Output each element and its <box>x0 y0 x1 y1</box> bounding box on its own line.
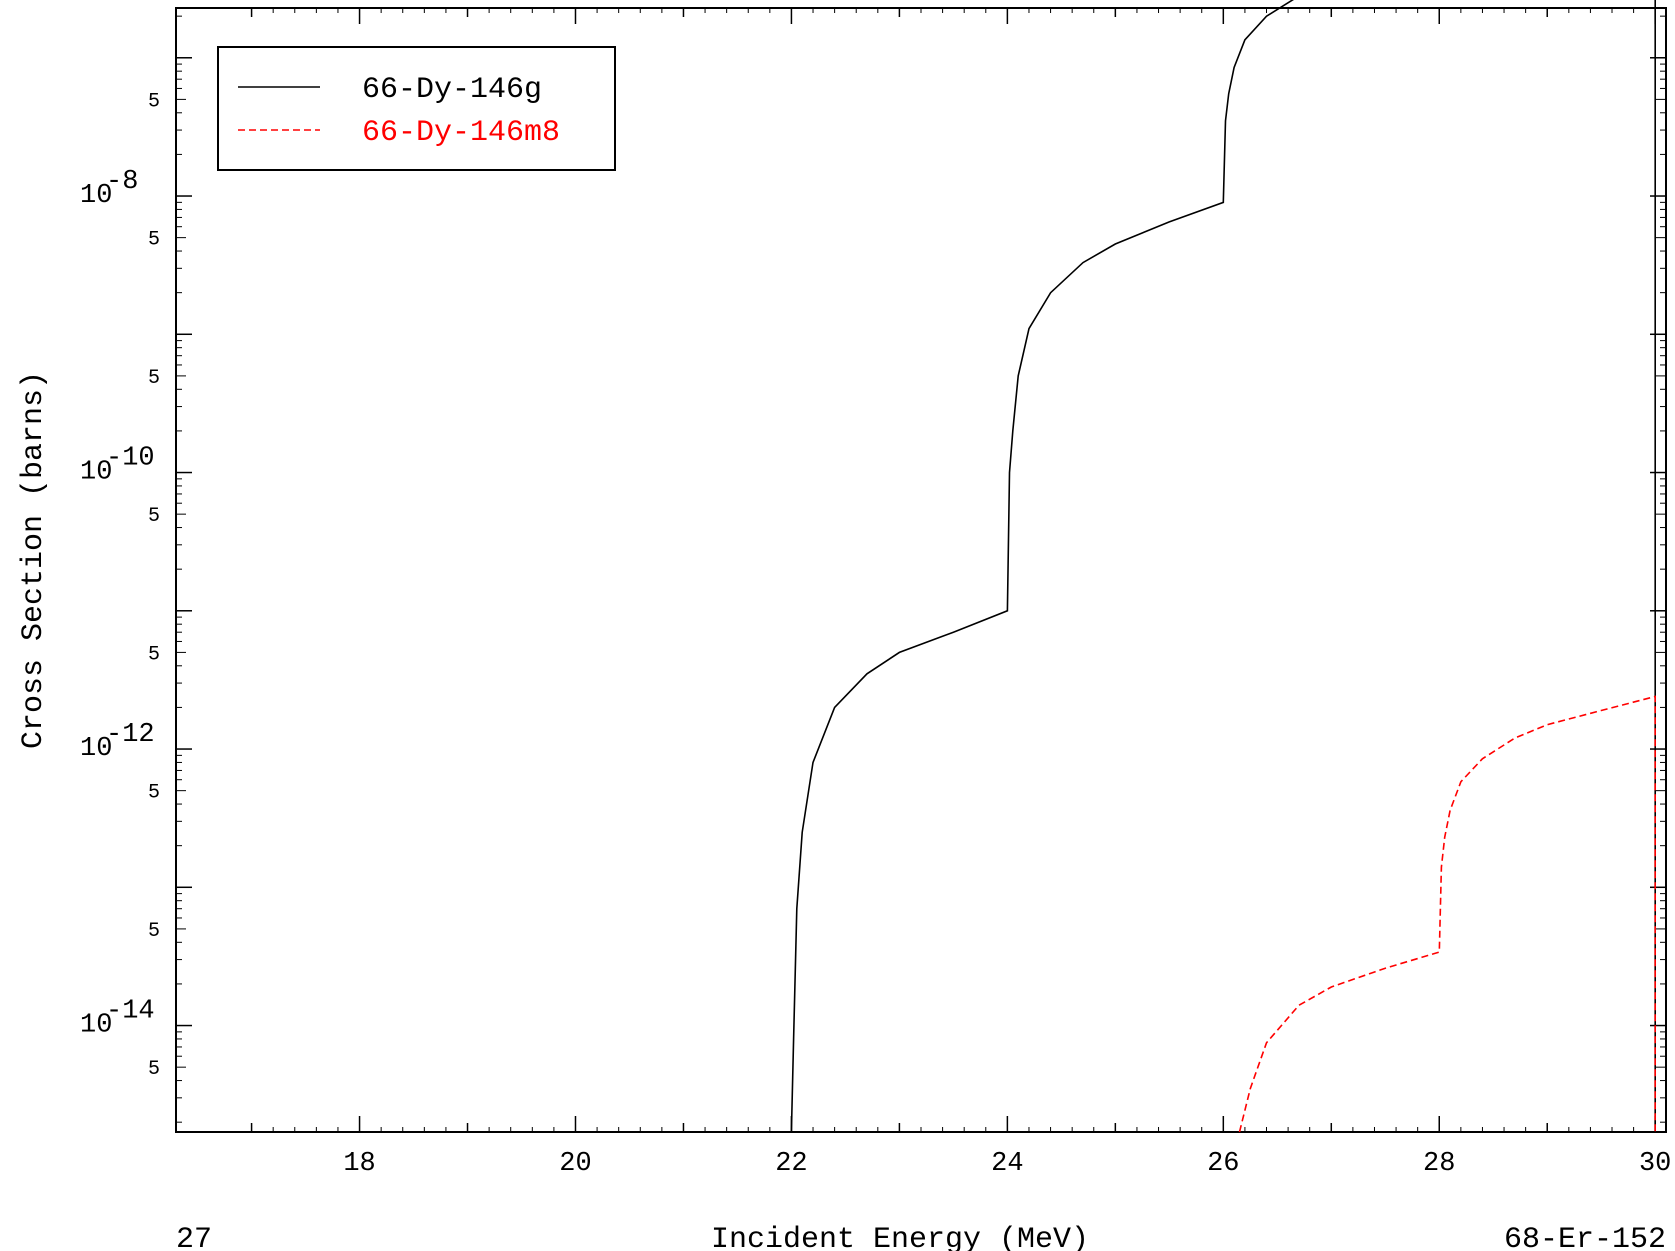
y-tick-label-exponent: -14 <box>106 997 155 1027</box>
x-tick-label: 24 <box>991 1149 1023 1179</box>
series-line-66-dy-146m8 <box>1238 695 1656 1133</box>
x-tick-label: 26 <box>1207 1149 1239 1179</box>
y-minor-tick-label: 5 <box>148 90 160 113</box>
x-tick-label: 30 <box>1639 1149 1671 1179</box>
x-tick-label: 18 <box>343 1149 375 1179</box>
y-tick-label-base: 10 <box>80 181 112 211</box>
plot-frame <box>175 7 1667 1133</box>
series-line-66-dy-146g <box>790 0 1656 1133</box>
footer-right-label: 68-Er-152 <box>1504 1223 1666 1251</box>
y-tick-label-exponent: -10 <box>106 444 155 474</box>
legend: 66-Dy-146g 66-Dy-146m8 <box>217 46 616 171</box>
y-minor-tick-label: 5 <box>148 920 160 943</box>
footer-left-label: 27 <box>176 1223 212 1251</box>
y-tick-label-exponent: -8 <box>106 167 138 197</box>
x-tick-label: 28 <box>1423 1149 1455 1179</box>
y-minor-tick-label: 5 <box>148 229 160 252</box>
y-tick-label-base: 10 <box>80 458 112 488</box>
x-axis-ticks: 18 20 22 24 26 28 30 <box>250 8 1671 1179</box>
x-tick-label: 22 <box>775 1149 807 1179</box>
y-minor-tick-label: 5 <box>148 643 160 666</box>
x-axis-title: Incident Energy (MeV) <box>711 1223 1089 1251</box>
y-axis-title: Cross Section (barns) <box>17 371 51 749</box>
y-tick-label-base: 10 <box>80 1011 112 1041</box>
x-tick-label: 20 <box>559 1149 591 1179</box>
legend-label-66-dy-146m8: 66-Dy-146m8 <box>362 116 560 150</box>
legend-box <box>217 46 616 171</box>
y-minor-tick-label: 5 <box>148 782 160 805</box>
y-tick-label-base: 10 <box>80 734 112 764</box>
legend-label-66-dy-146g: 66-Dy-146g <box>362 73 542 107</box>
y-tick-label-exponent: -12 <box>106 720 155 750</box>
series-layer <box>790 0 1656 1133</box>
y-minor-tick-label: 5 <box>148 367 160 390</box>
y-minor-tick-label: 5 <box>148 1058 160 1081</box>
y-minor-tick-label: 5 <box>148 505 160 528</box>
